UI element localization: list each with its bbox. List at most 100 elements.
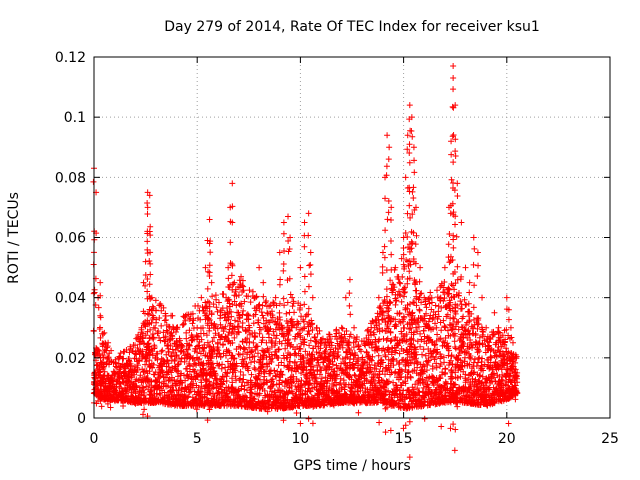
data-point — [129, 347, 136, 354]
data-point — [146, 281, 153, 288]
data-point — [325, 331, 332, 338]
data-point — [384, 132, 391, 139]
data-point — [298, 392, 305, 399]
data-point — [220, 291, 227, 298]
data-point — [421, 415, 428, 422]
data-point — [401, 285, 408, 292]
data-point — [107, 404, 114, 411]
data-point — [285, 213, 292, 220]
data-point — [419, 351, 426, 358]
data-point — [291, 358, 298, 365]
data-point — [318, 336, 325, 343]
data-point — [295, 320, 302, 327]
data-point — [198, 294, 205, 301]
data-point — [252, 334, 259, 341]
data-point — [269, 355, 276, 362]
data-point — [459, 305, 465, 312]
data-point — [247, 359, 254, 366]
data-point — [134, 345, 141, 352]
data-point — [285, 331, 292, 338]
data-point — [450, 314, 457, 321]
data-point — [191, 388, 198, 395]
data-point — [147, 378, 154, 385]
data-point — [199, 366, 206, 373]
data-point — [200, 348, 207, 355]
data-point — [144, 238, 151, 245]
data-point — [128, 362, 135, 369]
data-point — [259, 361, 266, 368]
data-point — [262, 323, 269, 330]
data-point — [466, 289, 473, 296]
data-point — [236, 351, 243, 358]
data-point — [174, 368, 181, 375]
data-point — [145, 311, 152, 318]
data-point — [410, 195, 417, 202]
data-point — [438, 423, 445, 430]
data-point — [301, 219, 308, 226]
data-point — [320, 359, 327, 366]
data-point — [276, 281, 283, 288]
data-point — [236, 315, 243, 322]
data-point — [206, 269, 213, 276]
data-point — [401, 324, 408, 331]
data-point — [450, 159, 457, 166]
data-point — [301, 243, 308, 250]
data-point — [465, 300, 472, 307]
data-point — [175, 367, 182, 374]
data-point — [126, 349, 133, 356]
data-point — [474, 273, 481, 280]
data-point — [235, 328, 242, 335]
data-point — [215, 299, 222, 306]
data-point — [231, 334, 238, 341]
data-point — [413, 287, 420, 294]
data-point — [164, 357, 171, 364]
data-point — [240, 345, 247, 352]
data-point — [466, 279, 473, 286]
data-point — [445, 241, 452, 248]
data-point — [387, 216, 394, 223]
data-point — [280, 261, 287, 268]
data-point — [495, 324, 502, 331]
data-point — [140, 335, 147, 342]
data-point — [301, 288, 308, 295]
data-point — [157, 373, 164, 380]
data-point — [251, 396, 258, 403]
data-point — [450, 244, 457, 251]
data-point — [144, 200, 151, 207]
data-point — [174, 345, 181, 352]
data-point — [406, 202, 413, 209]
data-point — [239, 311, 246, 318]
data-point — [222, 323, 229, 330]
data-point — [433, 364, 440, 371]
data-point — [491, 309, 498, 316]
data-point — [297, 420, 304, 427]
data-point — [157, 337, 164, 344]
data-point — [352, 372, 359, 379]
data-point — [158, 322, 165, 329]
data-point — [307, 271, 314, 278]
data-point — [379, 269, 386, 276]
data-point — [140, 369, 147, 376]
data-point — [209, 351, 216, 358]
data-point — [263, 297, 270, 304]
data-point — [321, 383, 328, 390]
data-point — [268, 359, 275, 366]
data-point — [147, 271, 154, 278]
data-point — [297, 264, 304, 271]
data-point — [239, 277, 246, 284]
data-point — [241, 298, 248, 305]
data-point — [245, 367, 252, 374]
data-point — [238, 273, 245, 280]
data-point — [316, 363, 323, 370]
data-point — [281, 302, 288, 309]
data-point — [406, 268, 413, 275]
data-point — [305, 283, 312, 290]
data-point — [427, 289, 434, 296]
data-point — [338, 333, 345, 340]
data-point — [156, 314, 163, 321]
data-point — [306, 376, 313, 383]
data-point — [170, 386, 177, 393]
data-point — [475, 262, 482, 269]
data-point — [316, 327, 323, 334]
data-point — [241, 355, 248, 362]
